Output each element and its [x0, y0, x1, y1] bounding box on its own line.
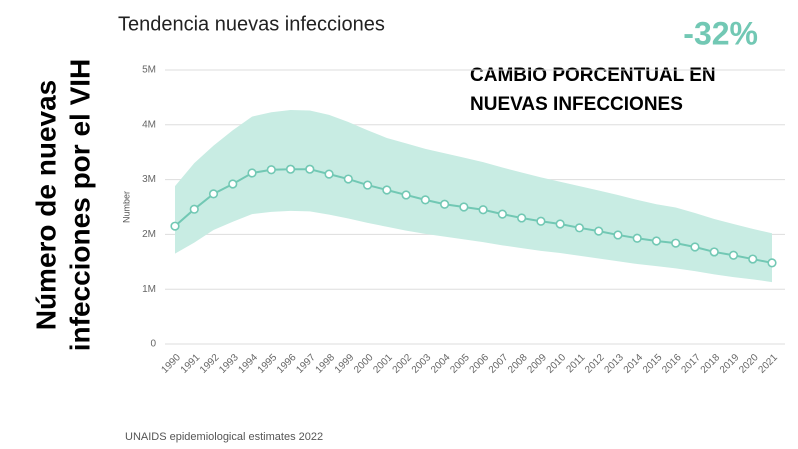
point — [305, 164, 315, 174]
x-tick-label: 2008 — [506, 352, 530, 376]
point — [401, 190, 411, 200]
x-tick-label: 2001 — [371, 352, 395, 376]
annotation: CAMBIO PORCENTUAL EN — [470, 65, 716, 86]
y-tick-label: 4M — [142, 119, 156, 130]
point — [632, 233, 642, 243]
x-tick-label: 1996 — [275, 352, 299, 376]
x-tick-label: 1998 — [314, 352, 338, 376]
x-tick-label: 2016 — [660, 352, 684, 376]
x-tick-label: 2003 — [410, 352, 434, 376]
x-tick-label: 1997 — [294, 352, 318, 376]
x-tick-label: 1990 — [159, 352, 183, 376]
point — [555, 219, 565, 229]
point — [189, 204, 199, 214]
source: UNAIDS epidemiological estimates 2022 — [125, 431, 323, 443]
point — [170, 221, 180, 231]
point — [651, 236, 662, 246]
x-tick-label: 2005 — [448, 352, 472, 376]
point — [671, 238, 681, 248]
x-tick-label: 2000 — [352, 352, 376, 376]
y-axis-label: infecciones por el VIH — [64, 59, 95, 352]
point — [208, 189, 219, 199]
x-tick-label: 2006 — [468, 352, 492, 376]
x-tick-label: 2002 — [391, 352, 415, 376]
point — [362, 180, 373, 190]
x-tick-label: 2013 — [602, 352, 626, 376]
point — [247, 168, 257, 178]
x-tick-label: 2010 — [545, 352, 569, 376]
y-tick-label: 2M — [142, 229, 156, 240]
x-tick-label: 2004 — [429, 352, 453, 376]
x-tick-label: 2021 — [756, 352, 780, 376]
x-tick-label: 1992 — [198, 352, 222, 376]
chart-title: Tendencia nuevas infecciones — [118, 13, 385, 35]
x-tick-label: 2007 — [487, 352, 511, 376]
point — [440, 199, 450, 209]
point — [517, 213, 527, 223]
point — [382, 185, 392, 195]
x-tick-label: 2009 — [525, 352, 549, 376]
y-tick-label: 5M — [142, 65, 156, 76]
point — [728, 250, 739, 260]
x-tick-label: 1994 — [237, 352, 261, 376]
change-value: -32% — [683, 15, 758, 51]
point — [594, 226, 604, 236]
y-tick-label: 1M — [142, 284, 156, 295]
point — [420, 195, 430, 205]
x-tick-label: 2019 — [718, 352, 742, 376]
x-tick-label: 2018 — [699, 352, 723, 376]
point — [343, 174, 353, 184]
point — [574, 223, 585, 233]
point — [459, 202, 469, 212]
uncertainty-band — [175, 110, 772, 283]
point — [285, 164, 296, 174]
point — [709, 247, 719, 257]
x-tick-label: 2011 — [564, 352, 587, 375]
y-axis-label: Número de nuevas — [30, 80, 61, 331]
x-tick-label: 1995 — [256, 352, 280, 376]
point — [690, 242, 700, 252]
y-tick-label: 3M — [142, 174, 156, 185]
point — [613, 230, 623, 240]
x-tick-label: 2020 — [737, 352, 761, 376]
point — [324, 169, 334, 179]
point — [536, 216, 546, 226]
x-tick-label: 2012 — [583, 352, 607, 376]
x-tick-label: 2014 — [622, 352, 646, 376]
y-tick-label: 0 — [150, 339, 156, 350]
point — [478, 205, 488, 215]
x-tick-label: 1991 — [179, 352, 203, 376]
point — [266, 165, 276, 175]
annotation: NUEVAS INFECCIONES — [470, 94, 683, 115]
x-tick-label: 1993 — [217, 352, 241, 376]
point — [497, 209, 507, 219]
x-tick-label: 1999 — [333, 352, 357, 376]
x-tick-label: 2015 — [641, 352, 665, 376]
point — [748, 254, 758, 264]
point — [767, 258, 777, 268]
point — [228, 179, 238, 189]
x-tick-label: 2017 — [679, 352, 703, 376]
y-axis-title: Number — [121, 191, 131, 223]
